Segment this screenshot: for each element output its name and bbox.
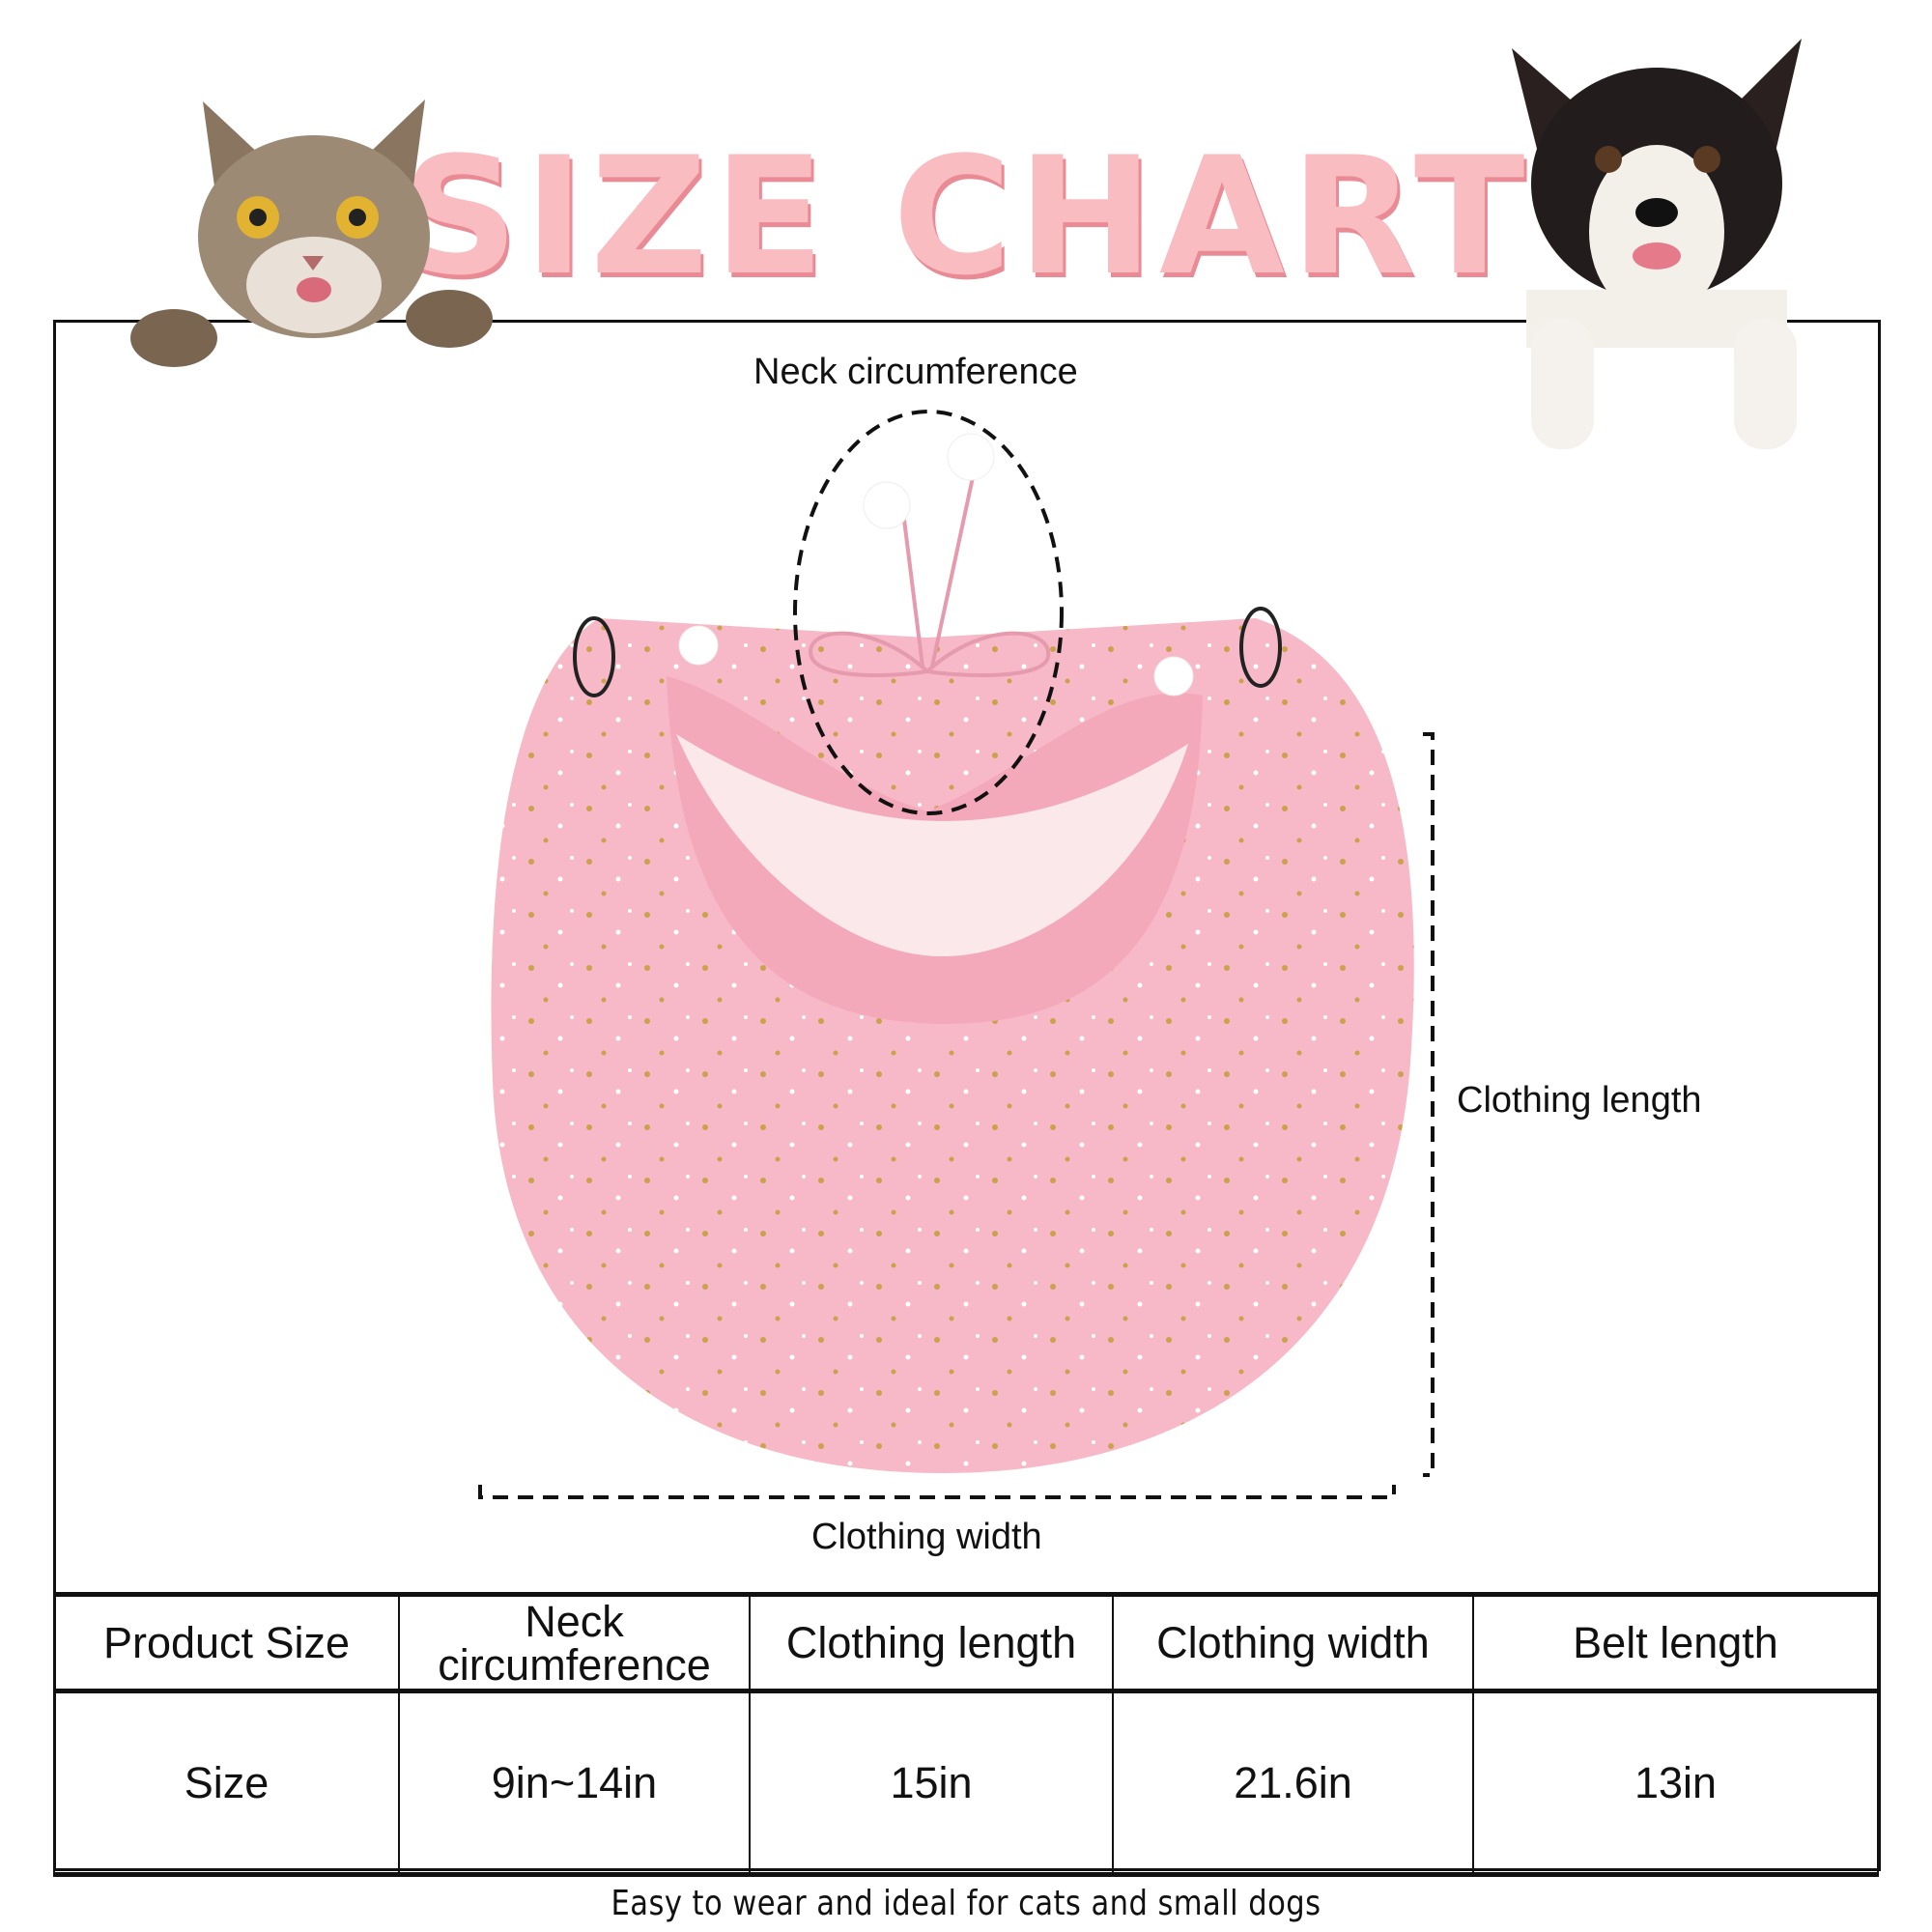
clothing-width-label: Clothing width xyxy=(811,1517,1042,1557)
footer-note: Easy to wear and ideal for cats and smal… xyxy=(611,1884,1321,1923)
cell-width: 21.6in xyxy=(1112,1690,1474,1877)
clothing-length-label: Clothing length xyxy=(1457,1080,1702,1121)
size-table: Product Size Neck circumference Clothing… xyxy=(53,1592,1879,1877)
cell-length: 15in xyxy=(749,1690,1114,1877)
cell-belt: 13in xyxy=(1472,1690,1879,1877)
table-row: Size 9in~14in 15in 21.6in 13in xyxy=(53,1690,1879,1877)
length-dimension-line xyxy=(1423,732,1435,1477)
width-dimension-line xyxy=(478,1485,1396,1499)
header-belt-length: Belt length xyxy=(1472,1592,1879,1693)
pet-bib-illustration xyxy=(478,410,1435,1499)
neck-dashed-outline xyxy=(793,410,1064,815)
cell-neck: 9in~14in xyxy=(398,1690,751,1877)
cat-image xyxy=(130,99,493,367)
table-header-row: Product Size Neck circumference Clothing… xyxy=(53,1592,1879,1693)
dog-image xyxy=(1512,39,1802,449)
header-clothing-length: Clothing length xyxy=(749,1592,1114,1693)
header-neck-circumference: Neck circumference xyxy=(398,1592,751,1693)
page-title: SIZE CHART xyxy=(401,122,1531,311)
header-clothing-width: Clothing width xyxy=(1112,1592,1474,1693)
elastic-loop-left xyxy=(573,616,615,697)
cell-size: Size xyxy=(53,1690,400,1877)
elastic-loop-right xyxy=(1239,607,1282,688)
header-product-size: Product Size xyxy=(53,1592,400,1693)
tulle-ruffle xyxy=(676,734,1188,956)
neck-circumference-label: Neck circumference xyxy=(753,352,1078,392)
